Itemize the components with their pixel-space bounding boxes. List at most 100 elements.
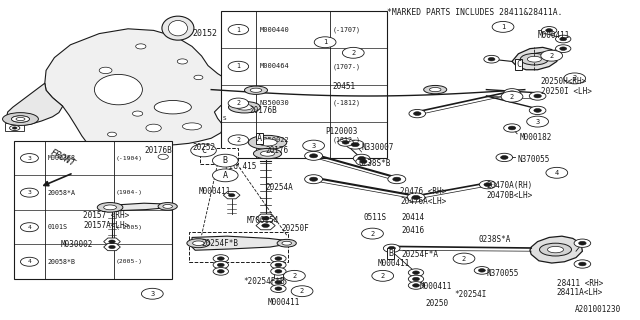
- Circle shape: [213, 261, 228, 269]
- Text: N330007: N330007: [362, 143, 394, 152]
- Circle shape: [508, 126, 516, 130]
- Circle shape: [534, 94, 541, 98]
- Circle shape: [574, 260, 591, 268]
- Text: 20254A: 20254A: [266, 183, 293, 192]
- Text: M000182: M000182: [520, 133, 552, 142]
- Text: (1707-): (1707-): [332, 63, 360, 70]
- Polygon shape: [530, 236, 582, 263]
- Circle shape: [262, 216, 269, 220]
- Ellipse shape: [187, 239, 210, 248]
- Circle shape: [372, 270, 394, 281]
- Text: 20250I <LH>: 20250I <LH>: [541, 87, 591, 96]
- Text: 0101S: 0101S: [47, 224, 67, 230]
- Ellipse shape: [527, 56, 541, 62]
- Circle shape: [20, 154, 38, 163]
- Text: C: C: [201, 146, 206, 155]
- Circle shape: [194, 75, 203, 80]
- Circle shape: [275, 257, 282, 260]
- Text: M000440: M000440: [260, 27, 289, 33]
- Ellipse shape: [237, 104, 253, 110]
- Circle shape: [541, 50, 563, 61]
- Text: 2: 2: [236, 137, 241, 143]
- Circle shape: [358, 156, 365, 160]
- Circle shape: [177, 59, 188, 64]
- Circle shape: [136, 44, 146, 49]
- Text: 2: 2: [351, 50, 355, 56]
- Circle shape: [20, 257, 38, 266]
- Circle shape: [271, 268, 286, 275]
- Text: 0511S: 0511S: [364, 213, 387, 222]
- Text: A201001230: A201001230: [575, 305, 621, 314]
- Circle shape: [305, 151, 323, 160]
- Circle shape: [496, 153, 513, 162]
- Ellipse shape: [95, 75, 143, 105]
- Ellipse shape: [182, 123, 202, 130]
- Ellipse shape: [97, 203, 123, 212]
- Ellipse shape: [228, 101, 260, 113]
- Text: 3: 3: [28, 156, 31, 161]
- Circle shape: [228, 194, 235, 197]
- Circle shape: [218, 270, 224, 273]
- Circle shape: [20, 223, 38, 232]
- Circle shape: [529, 106, 546, 115]
- Circle shape: [356, 158, 371, 165]
- Circle shape: [228, 25, 249, 35]
- Text: 0238S*B: 0238S*B: [358, 159, 391, 168]
- Circle shape: [228, 98, 249, 108]
- Circle shape: [474, 267, 490, 274]
- Circle shape: [564, 73, 586, 84]
- Text: A: A: [257, 134, 262, 143]
- Circle shape: [342, 141, 349, 144]
- Ellipse shape: [162, 16, 194, 40]
- Polygon shape: [104, 238, 120, 245]
- Circle shape: [275, 281, 282, 284]
- Polygon shape: [106, 203, 172, 212]
- Ellipse shape: [260, 151, 275, 156]
- Text: 20476A<LH>: 20476A<LH>: [400, 197, 446, 206]
- Circle shape: [560, 47, 566, 50]
- Text: *MARKED PARTS INCLUDES 28411&28411A.: *MARKED PARTS INCLUDES 28411&28411A.: [387, 8, 563, 17]
- Circle shape: [228, 135, 249, 145]
- Text: 2: 2: [550, 53, 554, 59]
- Text: 20416: 20416: [402, 226, 425, 235]
- Circle shape: [20, 188, 38, 197]
- Ellipse shape: [12, 116, 29, 122]
- Text: 2: 2: [510, 94, 514, 100]
- Text: 0238S*A: 0238S*A: [479, 236, 511, 244]
- Circle shape: [275, 270, 282, 273]
- Text: N370055: N370055: [517, 156, 550, 164]
- Text: 2: 2: [300, 288, 304, 294]
- Circle shape: [408, 269, 424, 276]
- Text: (1904-): (1904-): [116, 190, 143, 195]
- Circle shape: [362, 228, 383, 239]
- Text: 2: 2: [292, 273, 296, 279]
- Text: 20157 <RH>: 20157 <RH>: [83, 212, 129, 220]
- Circle shape: [488, 58, 495, 61]
- Ellipse shape: [244, 86, 268, 94]
- FancyBboxPatch shape: [221, 11, 387, 158]
- Circle shape: [529, 92, 546, 100]
- Circle shape: [271, 278, 286, 286]
- Circle shape: [484, 183, 492, 187]
- Polygon shape: [223, 192, 240, 199]
- Circle shape: [275, 263, 282, 267]
- Ellipse shape: [163, 204, 173, 208]
- Ellipse shape: [424, 85, 447, 94]
- Text: B: B: [223, 156, 228, 165]
- Circle shape: [579, 241, 586, 245]
- Circle shape: [527, 116, 548, 127]
- Text: 20451: 20451: [333, 82, 356, 91]
- Circle shape: [271, 285, 286, 292]
- Circle shape: [393, 177, 401, 181]
- Text: 28411 <RH>: 28411 <RH>: [557, 279, 603, 288]
- Circle shape: [504, 89, 520, 97]
- Circle shape: [12, 127, 17, 129]
- Circle shape: [158, 154, 168, 159]
- Circle shape: [218, 263, 224, 267]
- Text: B: B: [388, 249, 393, 258]
- Circle shape: [453, 253, 475, 264]
- Text: (1812-): (1812-): [332, 137, 360, 143]
- Text: 20058*A: 20058*A: [47, 190, 76, 196]
- Text: (-2005): (-2005): [116, 225, 143, 230]
- Polygon shape: [192, 236, 289, 250]
